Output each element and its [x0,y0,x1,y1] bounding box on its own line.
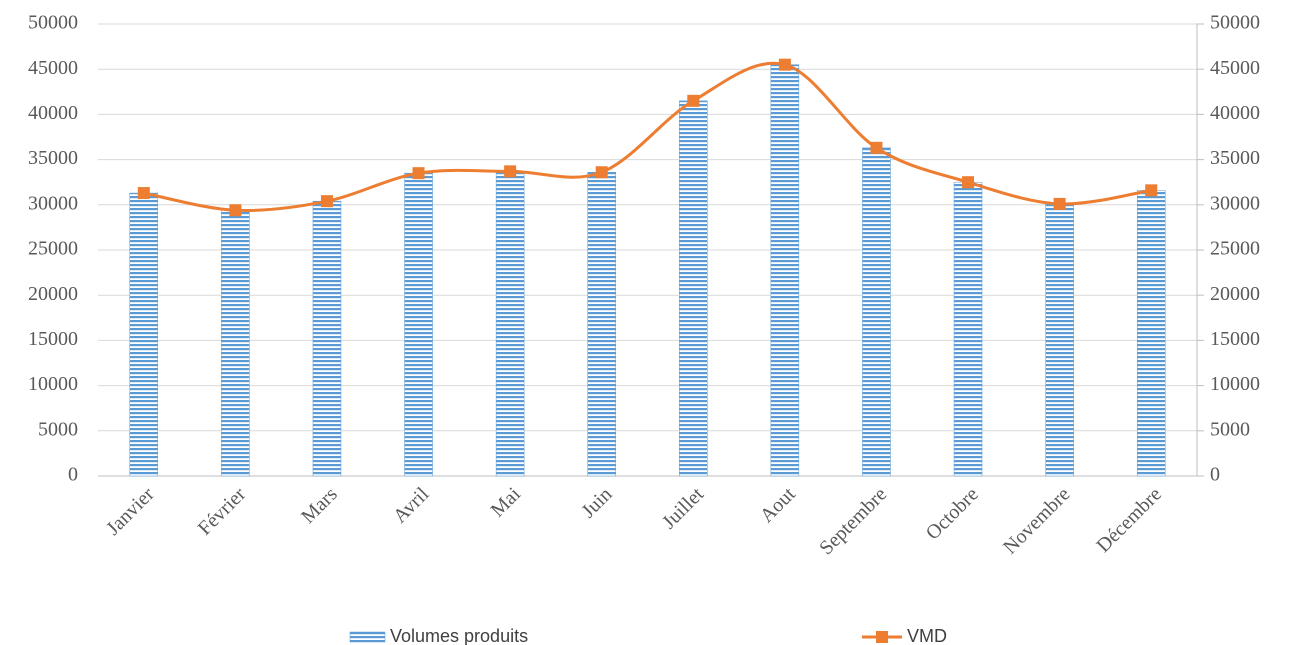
bar [495,171,525,477]
bar [1136,190,1166,477]
x-tick-label: Juin [577,483,616,522]
y2-tick-label: 50000 [1210,12,1260,34]
bar [953,181,983,477]
y2-tick-label: 0 [1210,464,1220,486]
y2-tick-label: 45000 [1210,57,1260,79]
bar [221,209,250,477]
bar [587,172,616,477]
y-tick-label: 40000 [28,102,78,124]
marker [504,165,517,178]
legend-swatch [876,631,888,643]
x-tick-label: Mars [297,483,342,528]
y-tick-label: 25000 [28,238,78,260]
y2-tick-label: 25000 [1210,238,1260,260]
legend-label: VMD [907,626,947,645]
y2-tick-label: 15000 [1210,328,1260,350]
y-tick-label: 45000 [28,57,78,79]
x-tick-label: Mai [487,483,526,522]
y-tick-label: 10000 [28,373,78,395]
x-tick-label: Février [194,483,251,540]
x-tick-label: Octobre [922,483,983,544]
x-tick-label: Janvier [102,483,159,540]
marker [320,195,333,208]
bar [679,100,708,477]
x-tick-label: Avril [389,483,434,528]
x-tick-label: Aout [756,483,800,527]
y-tick-label: 35000 [28,147,78,169]
marker [595,166,608,179]
legend-swatch [349,631,386,643]
x-tick-label: Septembre [815,483,891,559]
y-tick-label: 15000 [28,328,78,350]
bar [770,64,800,477]
y2-tick-label: 30000 [1210,192,1260,214]
x-tick-label: Novembre [999,483,1074,558]
marker [870,141,883,154]
bar [312,200,342,477]
bar [129,192,159,477]
y2-tick-label: 5000 [1210,418,1250,440]
y-tick-label: 20000 [28,283,78,305]
marker [687,94,700,107]
y-tick-label: 5000 [38,418,78,440]
y-tick-label: 0 [68,464,78,486]
y2-tick-label: 10000 [1210,373,1260,395]
y2-tick-label: 35000 [1210,147,1260,169]
y-tick-label: 50000 [28,12,78,34]
marker [137,187,150,200]
x-tick-label: Juillet [658,483,708,533]
y2-tick-label: 40000 [1210,102,1260,124]
bar [404,172,433,477]
marker [1053,197,1066,210]
line [143,61,1152,212]
x-tick-label: Décembre [1092,483,1166,557]
legend-label: Volumes produits [390,626,528,645]
bar [862,147,891,477]
marker [962,176,975,189]
marker [1145,184,1158,197]
marker [778,58,791,71]
marker [229,204,242,217]
marker [412,167,425,180]
y2-tick-label: 20000 [1210,283,1260,305]
bar [1045,203,1074,477]
y-tick-label: 30000 [28,192,78,214]
